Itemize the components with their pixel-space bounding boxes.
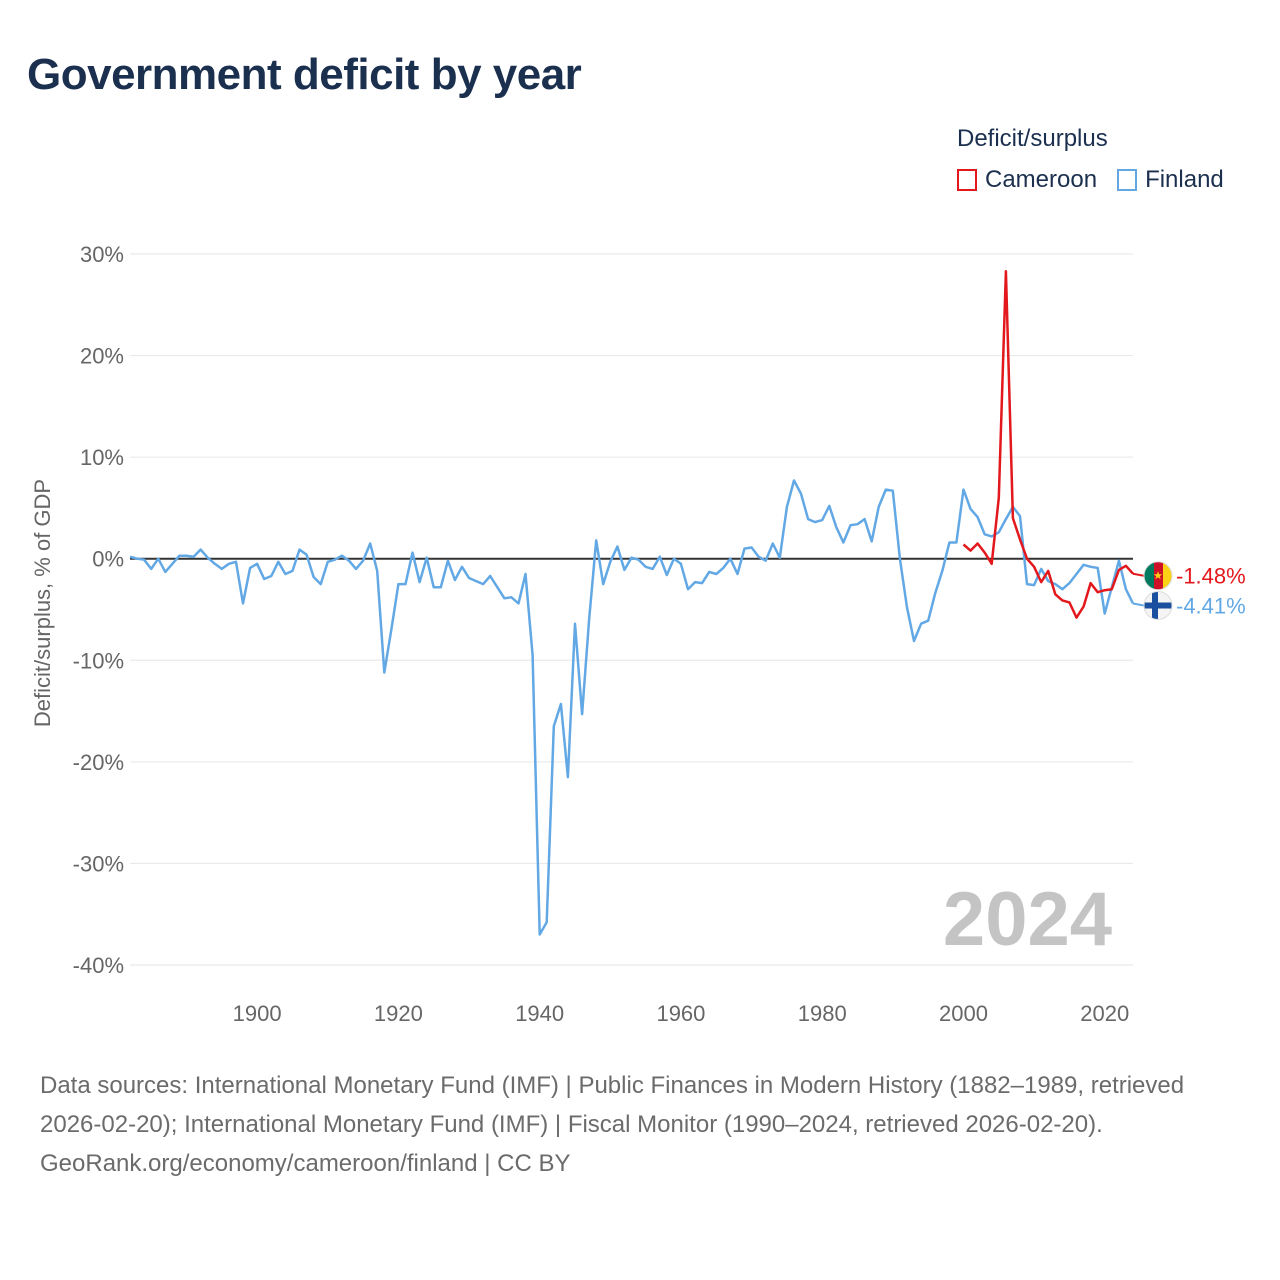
x-tick-label: 1980 (798, 1001, 847, 1026)
series-line-finland[interactable] (129, 479, 1135, 936)
y-axis-title: Deficit/surplus, % of GDP (30, 479, 55, 727)
x-tick-label: 2000 (939, 1001, 988, 1026)
x-tick-label: 2020 (1080, 1001, 1129, 1026)
year-watermark: 2024 (943, 877, 1112, 962)
end-markers: -1.48% -4.41% (1132, 561, 1246, 621)
legend-item-cameroon[interactable]: Cameroon (957, 166, 1097, 194)
x-tick-label: 1960 (656, 1001, 705, 1026)
legend-swatch-cameroon (957, 169, 977, 191)
x-axis: 1900 1920 1940 1960 1980 2000 2020 (233, 1001, 1130, 1026)
y-tick-label: 0% (92, 547, 124, 572)
grid (130, 253, 1133, 966)
legend-label-cameroon: Cameroon (985, 166, 1098, 193)
legend-label-finland: Finland (1145, 166, 1224, 193)
legend: Cameroon Finland (957, 166, 1244, 194)
data-sources: Data sources: International Monetary Fun… (40, 1072, 1185, 1138)
y-tick-label: 30% (80, 242, 124, 267)
y-tick-label: 10% (80, 445, 124, 470)
y-tick-label: -20% (73, 750, 124, 775)
y-tick-label: -40% (73, 953, 124, 978)
y-tick-label: -10% (73, 648, 124, 673)
footer: Data sources: International Monetary Fun… (40, 1066, 1240, 1183)
finland-flag-icon (1143, 591, 1173, 621)
line-chart: Deficit/surplus, % of GDP 30% 20% 10% 0% -10… (30, 242, 1246, 1026)
legend-item-finland[interactable]: Finland (1117, 166, 1224, 194)
y-axis: 30% 20% 10% 0% -10% -20% -30% -40% (73, 242, 124, 978)
series-line-cameroon[interactable] (962, 270, 1134, 619)
x-tick-label: 1940 (515, 1001, 564, 1026)
cameroon-flag-icon (1143, 561, 1173, 591)
end-value-label-finland: -4.41% (1176, 594, 1246, 619)
y-tick-label: 20% (80, 344, 124, 369)
x-tick-label: 1920 (374, 1001, 423, 1026)
y-tick-label: -30% (73, 851, 124, 876)
x-tick-label: 1900 (233, 1001, 282, 1026)
chart-title: Government deficit by year (27, 50, 582, 99)
end-value-label-cameroon: -1.48% (1176, 564, 1246, 589)
end-connector (1132, 572, 1145, 577)
legend-swatch-finland (1117, 169, 1138, 191)
legend-title: Deficit/surplus (957, 125, 1108, 152)
series-lines (129, 270, 1135, 936)
end-connector (1132, 602, 1145, 607)
credit-link[interactable]: GeoRank.org/economy/cameroon/finland | C… (40, 1150, 571, 1177)
